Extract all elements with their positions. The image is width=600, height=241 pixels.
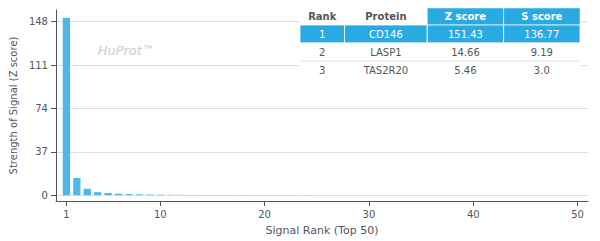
svg-text:148: 148 <box>29 16 48 27</box>
svg-text:TAS2R20: TAS2R20 <box>363 65 409 76</box>
svg-text:Signal Rank (Top 50): Signal Rank (Top 50) <box>266 224 379 237</box>
svg-text:CD146: CD146 <box>369 29 403 40</box>
svg-text:1: 1 <box>63 209 69 220</box>
svg-text:74: 74 <box>35 103 48 114</box>
svg-text:20: 20 <box>258 209 271 220</box>
svg-text:111: 111 <box>29 60 48 71</box>
svg-text:37: 37 <box>35 146 48 157</box>
svg-text:Protein: Protein <box>365 11 406 22</box>
svg-text:Z score: Z score <box>445 11 486 22</box>
svg-text:LASP1: LASP1 <box>370 47 401 58</box>
svg-text:2: 2 <box>319 47 325 58</box>
svg-text:30: 30 <box>363 209 376 220</box>
svg-text:151.43: 151.43 <box>448 29 483 40</box>
svg-text:3.0: 3.0 <box>534 65 550 76</box>
svg-text:3: 3 <box>319 65 325 76</box>
svg-text:0: 0 <box>42 190 48 201</box>
svg-text:Strength of Signal (Z score): Strength of Signal (Z score) <box>8 36 19 174</box>
svg-text:50: 50 <box>571 209 584 220</box>
svg-text:14.66: 14.66 <box>451 47 480 58</box>
svg-text:9.19: 9.19 <box>531 47 553 58</box>
svg-text:Rank: Rank <box>308 11 337 22</box>
svg-text:1: 1 <box>319 29 325 40</box>
svg-text:40: 40 <box>467 209 480 220</box>
svg-text:S score: S score <box>521 11 562 22</box>
svg-text:5.46: 5.46 <box>454 65 476 76</box>
svg-text:136.77: 136.77 <box>524 29 559 40</box>
svg-text:10: 10 <box>154 209 167 220</box>
svg-text:HuProt™: HuProt™ <box>98 43 155 58</box>
